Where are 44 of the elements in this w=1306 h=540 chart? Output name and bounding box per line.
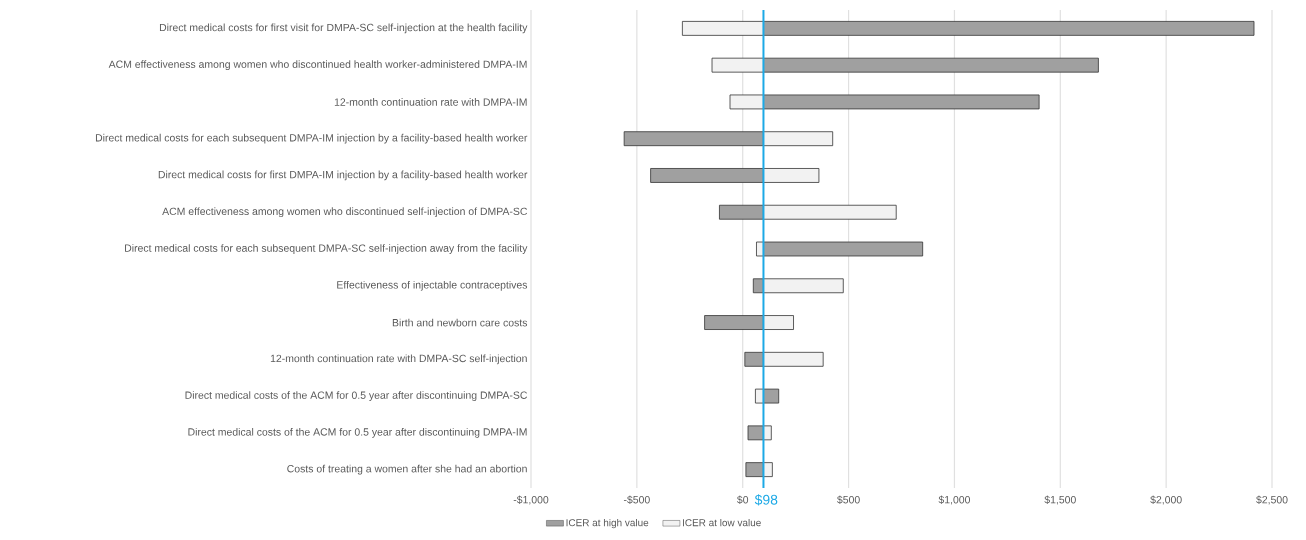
bar xyxy=(744,351,764,367)
y-tick-label: Effectiveness of injectable contraceptives xyxy=(337,280,528,291)
bar xyxy=(745,462,764,478)
y-tick-label: Direct medical costs of the ACM for 0.5 year after discontinuing DMPA-SC xyxy=(185,391,528,401)
x-tick-label: $500 xyxy=(837,495,860,504)
bar xyxy=(681,21,764,36)
y-tick-label: Birth and newborn care costs xyxy=(392,318,528,327)
bar xyxy=(763,57,1099,73)
y-tick-label: Direct medical costs for first DMPA-IM injection by a facility-based health worker xyxy=(158,170,528,181)
bar xyxy=(711,57,764,73)
y-tick-label: Costs of treating a women after she had an abortion xyxy=(287,464,527,475)
y-tick-label: Direct medical costs for each subsequent DMPA-IM injection by a facility-based health worker xyxy=(95,133,528,144)
x-tick-label: -$1,000 xyxy=(513,495,549,505)
y-tick-label: Direct medical costs for each subsequent DMPA-SC self-injection away from the facility xyxy=(125,244,528,254)
y-tick-label: ACM effectiveness among women who discontinued self-injection of DMPA-SC xyxy=(162,207,528,218)
bar xyxy=(729,94,764,110)
y-tick-label: ACM effectiveness among women who discontinued health worker-administered DMPA-IM xyxy=(108,60,527,71)
bar xyxy=(763,94,1040,110)
x-tick-label: $0 xyxy=(737,495,749,504)
y-tick-label: Direct medical costs for first visit for DMPA-SC self-injection at the health facility xyxy=(159,23,528,34)
legend-label: ICER at high value xyxy=(566,518,649,529)
bar xyxy=(763,278,844,294)
bar xyxy=(763,315,794,330)
bar xyxy=(650,168,764,183)
bar xyxy=(763,168,820,183)
bar xyxy=(763,351,824,367)
bar xyxy=(763,21,1255,36)
ref-line-label: $98 xyxy=(754,494,778,506)
bar xyxy=(763,241,924,257)
bar xyxy=(704,315,764,330)
bar xyxy=(623,131,764,147)
bar xyxy=(763,204,897,220)
x-tick-label: $1,000 xyxy=(938,495,971,505)
x-tick-label: $2,500 xyxy=(1256,495,1288,505)
x-tick-label: $1,500 xyxy=(1044,495,1076,505)
x-tick-label: $2,000 xyxy=(1150,495,1182,505)
bar xyxy=(763,131,834,147)
bar xyxy=(763,388,780,404)
y-tick-label: 12-month continuation rate with DMPA-SC self-injection xyxy=(270,354,527,365)
legend-label: ICER at low value xyxy=(683,518,761,527)
x-tick-label: -$500 xyxy=(623,495,650,504)
bar xyxy=(719,204,764,220)
y-tick-label: Direct medical costs of the ACM for 0.5 year after discontinuing DMPA-IM xyxy=(188,427,527,438)
y-tick-label: 12-month continuation rate with DMPA-IM xyxy=(334,98,527,106)
